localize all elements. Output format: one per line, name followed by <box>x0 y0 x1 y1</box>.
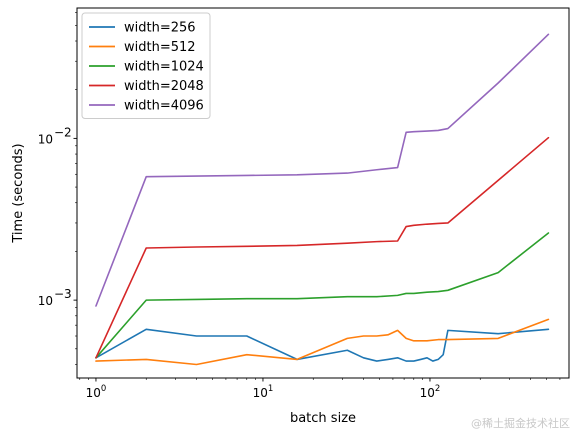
y-tick-base: 10 <box>38 294 53 308</box>
series-line-2 <box>95 232 550 359</box>
y-tick-label: 10 <box>38 294 53 308</box>
y-tick-exponent: −3 <box>54 287 72 301</box>
legend: width=256 width=512 width=1024 width=2048 wi… <box>81 12 211 119</box>
legend-label-2: width=1024 <box>124 60 204 75</box>
x-tick-label: 101 <box>253 384 274 400</box>
x-tick-exponent: 0 <box>101 384 106 394</box>
x-tick-exponent: 1 <box>268 384 273 394</box>
x-tick-base: 10 <box>420 386 435 400</box>
series-line-4 <box>95 33 550 307</box>
watermark: @稀土掘金技术社区 <box>471 417 570 430</box>
series-layer <box>95 33 550 366</box>
x-tick-label: 100 <box>86 384 107 400</box>
series-line-3 <box>95 136 550 359</box>
plot-frame <box>76 7 570 379</box>
legend-label-3: width=2048 <box>124 79 204 94</box>
y-axis: 10−310−2 <box>38 12 77 365</box>
legend-label-0: width=256 <box>124 21 196 36</box>
y-axis-label: Time (seconds) <box>11 143 26 243</box>
series-line-1 <box>95 318 550 366</box>
legend-box <box>81 12 211 119</box>
x-axis: 100 101 102 <box>79 378 561 400</box>
y-tick-base: 10 <box>38 132 53 146</box>
y-tick-label: 10 <box>38 132 53 146</box>
x-tick-base: 10 <box>86 386 101 400</box>
x-axis-label: batch size <box>290 411 356 426</box>
legend-label-1: width=512 <box>124 40 196 55</box>
x-tick-base: 10 <box>253 386 268 400</box>
x-tick-exponent: 2 <box>435 384 440 394</box>
x-tick-label: 102 <box>420 384 441 400</box>
series-line-0 <box>95 328 550 362</box>
legend-label-4: width=4096 <box>124 99 204 114</box>
y-tick-exponent: −2 <box>54 125 72 139</box>
